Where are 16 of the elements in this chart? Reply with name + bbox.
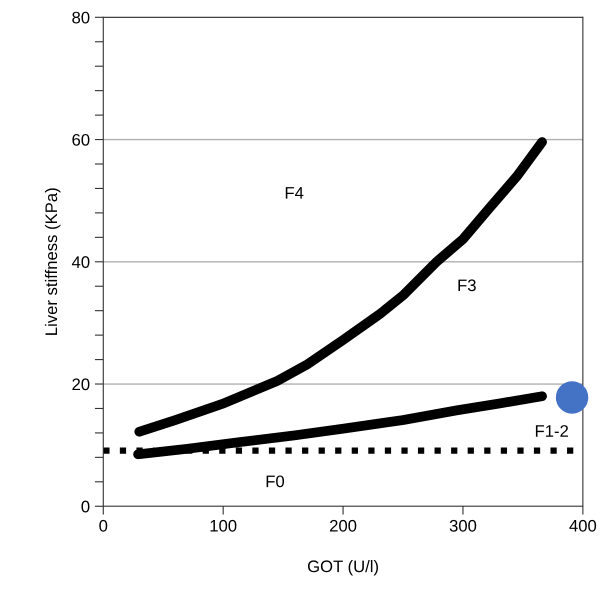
- annotation: F3: [458, 279, 476, 292]
- annotation: F1-2: [536, 425, 568, 437]
- y-tick-label: 0: [81, 500, 90, 512]
- x-tick-label: 300: [450, 520, 476, 532]
- annotation: F0: [266, 475, 284, 488]
- y-tick-label: 20: [72, 378, 90, 390]
- x-tick-label: 400: [569, 520, 596, 532]
- y-axis-title: Liver stiffness (KPa): [44, 188, 60, 335]
- y-tick-label: 40: [72, 256, 90, 268]
- y-tick-label: 60: [72, 134, 90, 146]
- x-tick-label: 0: [99, 520, 108, 532]
- x-tick-label: 100: [210, 520, 236, 532]
- y-tick-label: 80: [72, 12, 90, 24]
- x-tick-label: 200: [330, 520, 356, 532]
- annotation: F4: [286, 187, 304, 199]
- x-axis-title: GOT (U/l): [308, 560, 378, 576]
